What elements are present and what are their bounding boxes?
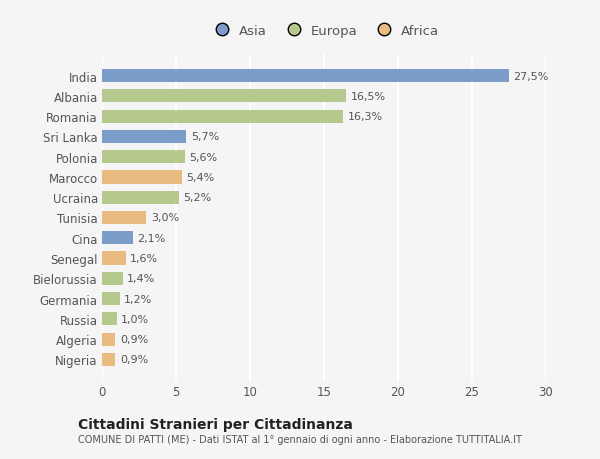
Text: 0,9%: 0,9% <box>120 355 148 364</box>
Text: 5,7%: 5,7% <box>191 132 219 142</box>
Bar <box>102 70 509 83</box>
Bar <box>102 232 133 245</box>
Bar <box>102 110 343 123</box>
Text: 16,5%: 16,5% <box>350 92 386 102</box>
Text: 0,9%: 0,9% <box>120 334 148 344</box>
Text: COMUNE DI PATTI (ME) - Dati ISTAT al 1° gennaio di ogni anno - Elaborazione TUTT: COMUNE DI PATTI (ME) - Dati ISTAT al 1° … <box>78 434 522 443</box>
Text: 1,6%: 1,6% <box>130 253 158 263</box>
Text: 27,5%: 27,5% <box>514 72 549 81</box>
Bar <box>102 333 115 346</box>
Text: 2,1%: 2,1% <box>137 233 166 243</box>
Bar <box>102 353 115 366</box>
Text: 1,4%: 1,4% <box>127 274 155 284</box>
Bar <box>102 272 123 285</box>
Bar <box>102 292 120 306</box>
Bar <box>102 90 346 103</box>
Text: Cittadini Stranieri per Cittadinanza: Cittadini Stranieri per Cittadinanza <box>78 417 353 431</box>
Bar <box>102 151 185 164</box>
Bar <box>102 313 117 326</box>
Text: 1,0%: 1,0% <box>121 314 149 324</box>
Text: 5,2%: 5,2% <box>184 193 212 203</box>
Text: 16,3%: 16,3% <box>347 112 383 122</box>
Bar <box>102 130 187 144</box>
Bar <box>102 171 182 184</box>
Text: 3,0%: 3,0% <box>151 213 179 223</box>
Text: 1,2%: 1,2% <box>124 294 152 304</box>
Text: 5,6%: 5,6% <box>190 152 217 162</box>
Bar <box>102 212 146 224</box>
Bar <box>102 252 125 265</box>
Legend: Asia, Europa, Africa: Asia, Europa, Africa <box>203 19 445 43</box>
Text: 5,4%: 5,4% <box>187 173 215 183</box>
Bar <box>102 191 179 204</box>
